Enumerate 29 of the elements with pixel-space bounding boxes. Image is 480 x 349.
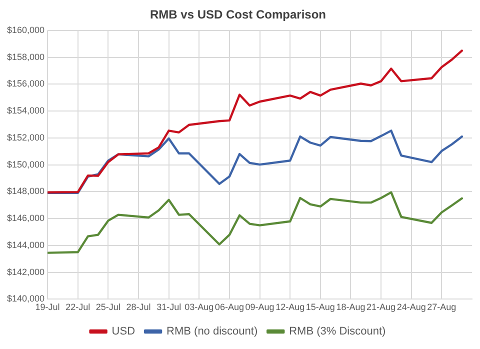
x-tick-label: 25-Jul — [96, 302, 120, 312]
x-tick-label: 18-Aug — [336, 302, 366, 312]
y-tick-label: $154,000 — [6, 106, 45, 116]
legend-label: RMB (no discount) — [166, 326, 258, 338]
x-tick-label: 27-Aug — [427, 302, 456, 312]
x-tick-label: 15-Aug — [306, 302, 335, 312]
y-tick-label: $160,000 — [6, 24, 45, 35]
y-tick-label: $158,000 — [6, 52, 45, 62]
y-tick-label: $152,000 — [6, 132, 45, 142]
x-tick-label: 31-Jul — [156, 302, 182, 312]
y-tick-label: $148,000 — [6, 186, 45, 196]
x-tick-label: 28-Jul — [126, 302, 151, 312]
y-tick-label: $150,000 — [6, 159, 45, 170]
chart-title: RMB vs USD Cost Comparison — [150, 8, 326, 22]
y-tick-label: $146,000 — [6, 213, 45, 224]
y-tick-label: $140,000 — [6, 294, 45, 304]
y-tick-label: $142,000 — [6, 266, 45, 277]
x-tick-label: 12-Aug — [276, 302, 305, 312]
legend-label: USD — [112, 326, 136, 338]
y-tick-label: $144,000 — [6, 240, 45, 250]
x-tick-label: 22-Jul — [66, 302, 90, 312]
x-tick-label: 09-Aug — [245, 302, 274, 312]
x-tick-label: 24-Aug — [396, 302, 426, 312]
x-tick-label: 06-Aug — [214, 302, 244, 312]
y-tick-label: $156,000 — [6, 78, 45, 89]
x-tick-label: 03-Aug — [184, 302, 214, 312]
legend-label: RMB (3% Discount) — [289, 326, 386, 338]
x-tick-label: 21-Aug — [366, 302, 396, 312]
x-tick-label: 19-Jul — [35, 302, 60, 312]
